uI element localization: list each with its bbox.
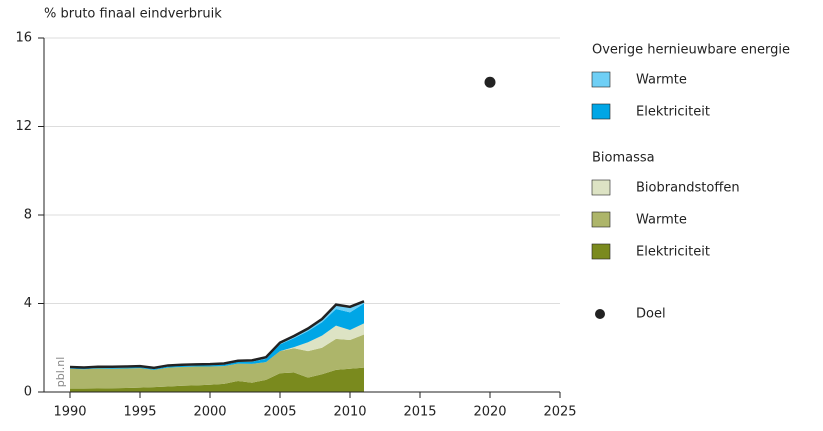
x-tick-label: 2000 — [193, 405, 226, 420]
y-tick-label: 16 — [15, 31, 32, 46]
y-tick-label: 8 — [24, 208, 32, 223]
watermark: pbl.nl — [54, 357, 67, 388]
x-tick-label: 1990 — [53, 405, 86, 420]
x-tick-label: 2015 — [403, 405, 436, 420]
legend-label: Biobrandstoffen — [636, 181, 740, 196]
area — [70, 301, 364, 369]
x-tick-label: 2020 — [473, 405, 506, 420]
legend-swatch — [591, 211, 611, 228]
legend-swatch — [591, 71, 611, 88]
legend-label: Elektriciteit — [636, 105, 710, 120]
legend-group-title: Overige hernieuwbare energie — [592, 43, 790, 58]
x-tick-label: 2025 — [543, 405, 576, 420]
legend-label: Warmte — [636, 73, 687, 88]
x-tick-label: 2010 — [333, 405, 366, 420]
legend-swatch — [591, 103, 611, 120]
legend-label: Doel — [636, 307, 666, 322]
area — [70, 323, 364, 370]
y-tick-label: 0 — [24, 385, 32, 400]
legend-swatch — [591, 179, 611, 196]
legend-label: Elektriciteit — [636, 245, 710, 260]
area — [70, 334, 364, 389]
area — [70, 367, 364, 392]
legend-marker — [595, 309, 605, 319]
legend-group-title: Biomassa — [592, 151, 655, 166]
legend-label: Warmte — [636, 213, 687, 228]
total-outline — [69, 300, 365, 370]
y-tick-label: 12 — [15, 119, 32, 134]
x-tick-label: 1995 — [123, 405, 156, 420]
legend-swatch — [591, 243, 611, 260]
target-point — [484, 76, 496, 88]
y-axis-label: % bruto finaal eindverbruik — [44, 7, 222, 22]
y-tick-label: 4 — [24, 296, 32, 311]
area — [70, 303, 364, 370]
x-tick-label: 2005 — [263, 405, 296, 420]
